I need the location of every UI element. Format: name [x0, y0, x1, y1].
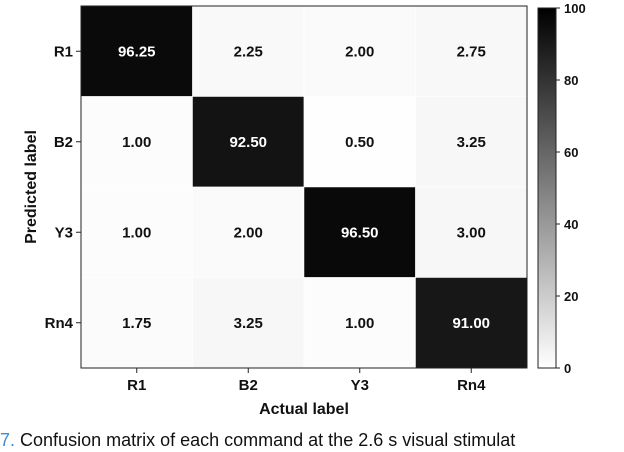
colorbar-tick-label: 20: [564, 289, 578, 304]
y-tick-label: B2: [54, 134, 73, 151]
cell-value-label: 1.00: [122, 224, 151, 241]
confusion-matrix-chart: 96.25 2.25 2.00 2.75 1.00 92.50 0.50 3.25 1.00 2.…: [23, 1, 586, 418]
y-tick-label: R1: [54, 43, 73, 60]
y-tick-label: Y3: [55, 224, 73, 241]
heatmap-cell: [303, 96, 416, 188]
heatmap-cell: [415, 5, 528, 97]
heatmap-cell: [415, 186, 528, 278]
x-axis-label: Actual label: [259, 401, 349, 418]
heatmap-cells: 96.25 2.25 2.00 2.75 1.00 92.50 0.50 3.25 1.00 2.…: [80, 5, 528, 369]
figure-caption: 7. Confusion matrix of each command at t…: [0, 430, 624, 452]
caption-text: Confusion matrix of each command at the …: [20, 430, 516, 450]
cell-value-label: 1.00: [345, 315, 374, 332]
cell-value-label: 92.50: [229, 134, 267, 151]
cell-value-label: 2.75: [457, 43, 486, 60]
colorbar: [537, 7, 557, 369]
x-tick-label: B2: [239, 377, 258, 394]
heatmap-cell: [192, 277, 305, 369]
heatmap-cell: [80, 96, 193, 188]
cell-value-label: 3.25: [234, 315, 263, 332]
y-axis-label: Predicted label: [23, 130, 40, 244]
plot-frame: [80, 5, 528, 369]
x-tick-label: R1: [127, 377, 146, 394]
y-tick-label: Rn4: [45, 315, 74, 332]
x-tick-label: Rn4: [457, 377, 486, 394]
figure-number: 7.: [0, 430, 16, 450]
cell-value-label: 96.25: [118, 43, 156, 60]
cell-value-label: 3.00: [457, 224, 486, 241]
heatmap-cell: [80, 277, 193, 369]
colorbar-tick-label: 100: [564, 1, 586, 16]
cell-value-label: 2.00: [234, 224, 263, 241]
heatmap-cell: [192, 5, 305, 97]
cell-value-label: 2.25: [234, 43, 263, 60]
cell-value-label: 91.00: [452, 315, 490, 332]
heatmap-cell: [415, 277, 528, 369]
cell-value-label: 3.25: [457, 134, 486, 151]
colorbar-tick-label: 60: [564, 145, 578, 160]
x-tick-label: Y3: [351, 377, 369, 394]
heatmap-cell: [80, 5, 193, 97]
colorbar-tick-label: 40: [564, 217, 578, 232]
colorbar-ticks: 0 20 40 60 80 100: [556, 1, 586, 376]
heatmap-cell: [192, 186, 305, 278]
cell-value-label: 1.00: [122, 134, 151, 151]
y-axis-ticks: R1 B2 Y3 Rn4: [45, 43, 81, 332]
cell-value-label: 2.00: [345, 43, 374, 60]
colorbar-tick-label: 0: [564, 361, 571, 376]
heatmap-cell: [303, 277, 416, 369]
cell-value-label: 96.50: [341, 224, 379, 241]
cell-value-label: 1.75: [122, 315, 151, 332]
colorbar-tick-label: 80: [564, 73, 578, 88]
cell-value-label: 0.50: [345, 134, 374, 151]
heatmap-cell: [415, 96, 528, 188]
heatmap-cell: [192, 96, 305, 188]
x-axis-ticks: R1 B2 Y3 Rn4: [127, 368, 486, 394]
